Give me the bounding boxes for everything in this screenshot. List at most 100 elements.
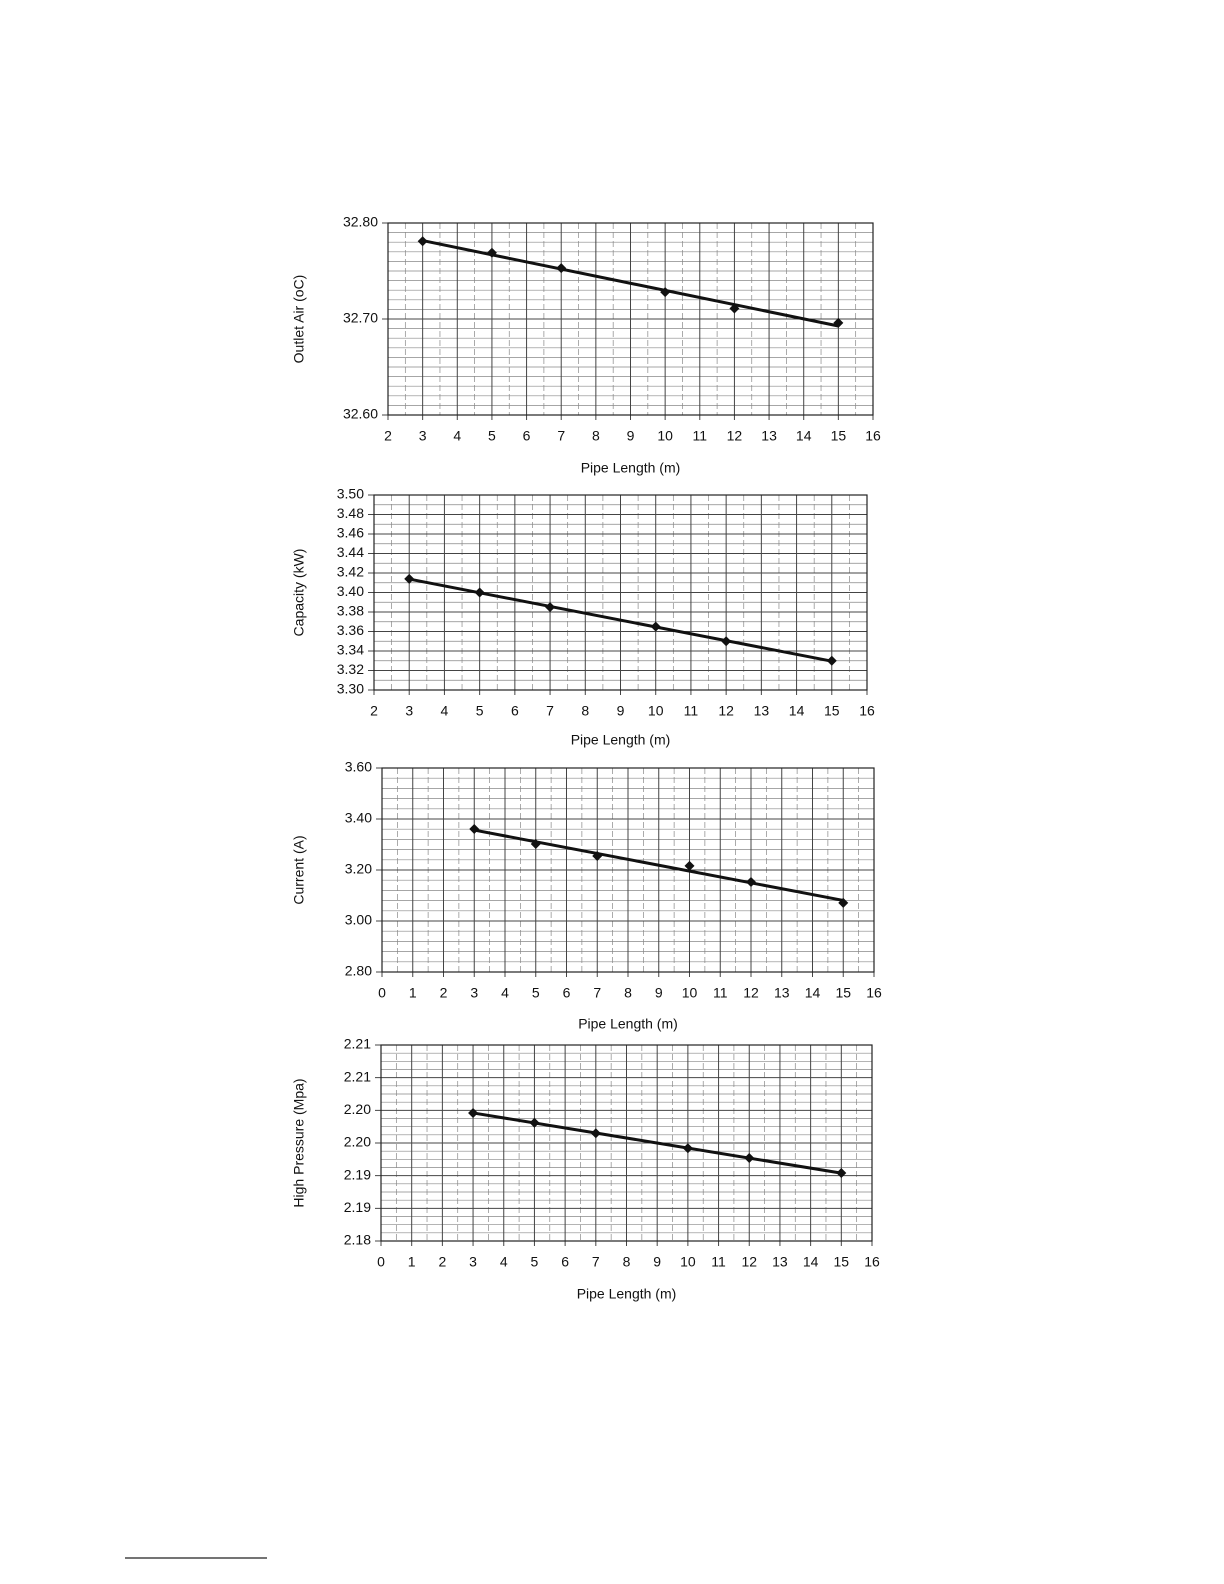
x-tick-label: 2 — [438, 1254, 446, 1270]
x-tick-label: 2 — [370, 703, 378, 719]
data-point — [469, 823, 480, 834]
y-axis-label: Current (A) — [291, 835, 307, 904]
x-axis-label: Pipe Length (m) — [578, 1016, 678, 1032]
y-tick-label: 32.70 — [343, 310, 378, 326]
y-axis-label: Outlet Air (oC) — [291, 275, 307, 364]
x-tick-label: 5 — [531, 1254, 539, 1270]
y-tick-label: 3.46 — [337, 525, 364, 541]
x-tick-label: 12 — [727, 428, 743, 444]
y-tick-label: 2.80 — [345, 963, 372, 979]
data-point — [721, 636, 732, 647]
x-tick-label: 1 — [408, 1254, 416, 1270]
x-tick-label: 11 — [684, 703, 699, 719]
y-tick-label: 32.80 — [343, 214, 378, 230]
data-point — [417, 236, 428, 247]
x-tick-label: 2 — [440, 985, 448, 1001]
x-tick-label: 6 — [563, 985, 571, 1001]
y-tick-label: 3.34 — [337, 642, 364, 658]
data-point — [404, 573, 415, 584]
x-tick-label: 7 — [546, 703, 554, 719]
y-tick-label: 2.20 — [344, 1101, 371, 1117]
x-tick-label: 15 — [831, 428, 847, 444]
chart: 2 3 4 5 6 7 8 9 10 11 12 13 14 15 16 32.60 32.70 32.80 Pip… — [291, 214, 881, 476]
data-point — [530, 838, 541, 849]
chart: 0 1 2 3 4 5 6 7 8 9 10 11 12 13 14 15 162.182.192.192.20… — [291, 1036, 880, 1302]
y-tick-label: 3.50 — [337, 486, 364, 502]
y-tick-label: 3.48 — [337, 505, 364, 521]
x-tick-label: 3 — [405, 703, 413, 719]
x-tick-label: 13 — [754, 703, 770, 719]
x-tick-label: 10 — [682, 985, 698, 1001]
data-point — [592, 850, 603, 861]
data-point — [744, 1153, 755, 1164]
x-tick-label: 10 — [648, 703, 664, 719]
x-tick-label: 0 — [377, 1254, 385, 1270]
x-tick-label: 5 — [488, 428, 496, 444]
x-tick-label: 4 — [500, 1254, 508, 1270]
x-tick-label: 4 — [501, 985, 509, 1001]
x-tick-label: 15 — [834, 1254, 850, 1270]
x-tick-label: 8 — [624, 985, 632, 1001]
x-tick-label: 3 — [419, 428, 427, 444]
data-point — [682, 1143, 693, 1154]
y-tick-label: 2.18 — [344, 1232, 371, 1248]
x-tick-label: 13 — [774, 985, 790, 1001]
x-tick-label: 15 — [824, 703, 840, 719]
y-axis-label: High Pressure (Mpa) — [291, 1078, 307, 1207]
x-tick-label: 8 — [581, 703, 589, 719]
x-tick-label: 12 — [743, 985, 759, 1001]
x-axis-label: Pipe Length (m) — [577, 1286, 677, 1302]
plot-frame — [387, 222, 874, 416]
x-tick-label: 11 — [713, 985, 728, 1001]
y-tick-label: 2.21 — [344, 1036, 371, 1052]
data-point — [556, 263, 567, 274]
x-tick-label: 5 — [476, 703, 484, 719]
x-tick-label: 6 — [511, 703, 519, 719]
x-tick-label: 15 — [835, 985, 851, 1001]
y-tick-label: 32.60 — [343, 406, 378, 422]
y-tick-label: 3.44 — [337, 544, 364, 560]
data-point — [838, 897, 849, 908]
y-tick-label: 3.30 — [337, 681, 364, 697]
x-tick-label: 4 — [441, 703, 449, 719]
x-tick-label: 16 — [859, 703, 875, 719]
x-tick-label: 2 — [384, 428, 392, 444]
data-point — [729, 303, 740, 314]
y-tick-label: 3.32 — [337, 661, 364, 677]
x-tick-label: 0 — [378, 985, 386, 1001]
x-tick-label: 12 — [718, 703, 734, 719]
x-tick-label: 8 — [592, 428, 600, 444]
data-point — [746, 876, 756, 887]
y-tick-label: 2.21 — [344, 1068, 371, 1084]
plot-frame — [380, 1044, 873, 1242]
chart: 0 1 2 3 4 5 6 7 8 9 10 11 12 13 14 15 162.803.003.203.40… — [291, 759, 882, 1032]
y-tick-label: 3.38 — [337, 603, 364, 619]
x-tick-label: 16 — [864, 1254, 880, 1270]
x-tick-label: 13 — [772, 1254, 788, 1270]
y-tick-label: 2.20 — [344, 1134, 371, 1150]
x-tick-label: 11 — [711, 1254, 726, 1270]
data-point — [826, 655, 837, 666]
y-tick-label: 2.19 — [344, 1166, 371, 1182]
x-tick-label: 5 — [532, 985, 540, 1001]
x-tick-label: 14 — [805, 985, 821, 1001]
x-tick-label: 6 — [523, 428, 531, 444]
x-tick-label: 9 — [627, 428, 635, 444]
x-tick-label: 16 — [866, 985, 882, 1001]
x-tick-label: 8 — [623, 1254, 631, 1270]
x-tick-label: 10 — [657, 428, 673, 444]
y-tick-label: 3.36 — [337, 622, 364, 638]
x-tick-label: 14 — [789, 703, 805, 719]
x-tick-label: 9 — [655, 985, 663, 1001]
data-point — [836, 1168, 847, 1179]
chart: 2 3 4 5 6 7 8 9 10 11 12 13 14 15 16 3.30 3.32 3.34 3.36 3.… — [291, 486, 875, 748]
x-tick-label: 6 — [561, 1254, 569, 1270]
x-tick-label: 4 — [453, 428, 461, 444]
x-tick-label: 12 — [741, 1254, 757, 1270]
y-axis-label: Capacity (kW) — [291, 549, 307, 637]
data-point — [474, 587, 485, 598]
x-tick-label: 11 — [693, 428, 708, 444]
plot-frame — [381, 767, 875, 973]
x-tick-label: 7 — [592, 1254, 600, 1270]
